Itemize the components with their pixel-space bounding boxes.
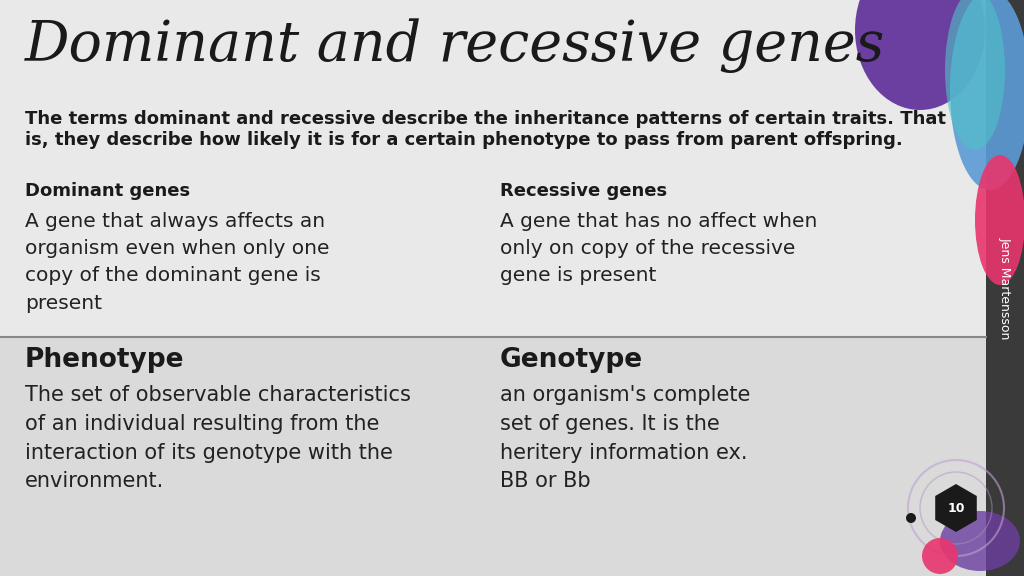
Circle shape	[906, 513, 916, 523]
Circle shape	[922, 538, 958, 574]
Text: The set of observable characteristics
of an individual resulting from the
intera: The set of observable characteristics of…	[25, 385, 411, 491]
Ellipse shape	[945, 0, 1005, 150]
Text: A gene that has no affect when
only on copy of the recessive
gene is present: A gene that has no affect when only on c…	[500, 212, 817, 286]
Text: Dominant and recessive genes: Dominant and recessive genes	[25, 18, 886, 73]
Ellipse shape	[975, 155, 1024, 285]
Text: an organism's complete
set of genes. It is the
heritery information ex.
BB or Bb: an organism's complete set of genes. It …	[500, 385, 751, 491]
Ellipse shape	[855, 0, 985, 110]
Text: A gene that always affects an
organism even when only one
copy of the dominant g: A gene that always affects an organism e…	[25, 212, 330, 313]
Bar	[0, 337, 986, 576]
Text: Dominant genes: Dominant genes	[25, 182, 190, 200]
Bar	[986, 0, 1024, 576]
Text: 10: 10	[947, 502, 965, 514]
Text: Jens Martensson: Jens Martensson	[998, 237, 1012, 339]
Text: Phenotype: Phenotype	[25, 347, 184, 373]
Text: The terms dominant and recessive describe the inheritance patterns of certain tr: The terms dominant and recessive describ…	[25, 110, 946, 149]
Ellipse shape	[950, 0, 1024, 190]
Ellipse shape	[940, 511, 1020, 571]
Text: Recessive genes: Recessive genes	[500, 182, 667, 200]
Text: Genotype: Genotype	[500, 347, 643, 373]
Bar	[0, 0, 986, 337]
